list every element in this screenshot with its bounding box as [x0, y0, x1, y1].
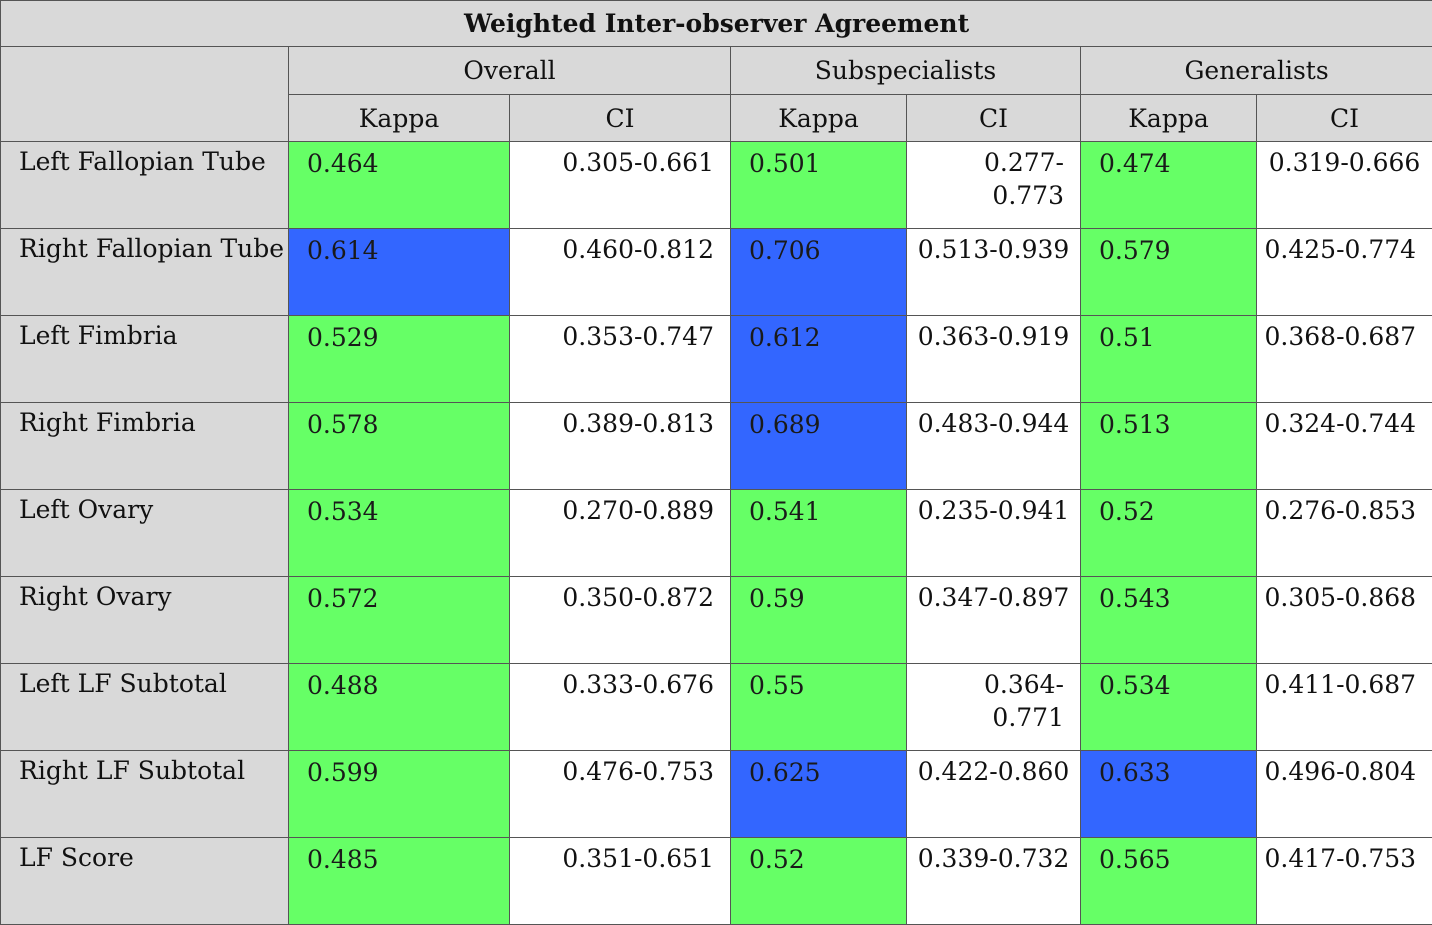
- row-label: LF Score: [1, 838, 289, 925]
- kappa-header: Kappa: [289, 95, 510, 142]
- ci-value: 0.364-0.771: [907, 664, 1081, 751]
- kappa-value: 0.51: [1081, 316, 1257, 403]
- row-label: Right Fallopian Tube: [1, 229, 289, 316]
- ci-value: 0.276-0.853: [1257, 490, 1432, 577]
- kappa-value: 0.529: [289, 316, 510, 403]
- kappa-value: 0.578: [289, 403, 510, 490]
- kappa-value: 0.543: [1081, 577, 1257, 664]
- kappa-value: 0.625: [731, 751, 907, 838]
- kappa-value: 0.599: [289, 751, 510, 838]
- ci-value: 0.235-0.941: [907, 490, 1081, 577]
- group-header-generalists: Generalists: [1081, 47, 1432, 95]
- ci-value: 0.389-0.813: [510, 403, 731, 490]
- ci-value: 0.496-0.804: [1257, 751, 1432, 838]
- ci-value: 0.270-0.889: [510, 490, 731, 577]
- kappa-value: 0.485: [289, 838, 510, 925]
- ci-value: 0.368-0.687: [1257, 316, 1432, 403]
- kappa-value: 0.689: [731, 403, 907, 490]
- row-label: Right LF Subtotal: [1, 751, 289, 838]
- table-title: Weighted Inter-observer Agreement: [1, 1, 1432, 47]
- kappa-value: 0.474: [1081, 142, 1257, 229]
- kappa-value: 0.501: [731, 142, 907, 229]
- ci-value: 0.513-0.939: [907, 229, 1081, 316]
- kappa-value: 0.534: [1081, 664, 1257, 751]
- ci-value: 0.324-0.744: [1257, 403, 1432, 490]
- ci-header: CI: [907, 95, 1081, 142]
- kappa-header: Kappa: [1081, 95, 1257, 142]
- group-header-subspecialists: Subspecialists: [731, 47, 1081, 95]
- ci-value: 0.319-0.666: [1257, 142, 1432, 229]
- ci-value: 0.305-0.661: [510, 142, 731, 229]
- kappa-value: 0.572: [289, 577, 510, 664]
- ci-value: 0.333-0.676: [510, 664, 731, 751]
- ci-value: 0.417-0.753: [1257, 838, 1432, 925]
- row-label: Left LF Subtotal: [1, 664, 289, 751]
- kappa-value: 0.59: [731, 577, 907, 664]
- kappa-value: 0.488: [289, 664, 510, 751]
- ci-value: 0.460-0.812: [510, 229, 731, 316]
- group-header-overall: Overall: [289, 47, 731, 95]
- row-label: Left Ovary: [1, 490, 289, 577]
- ci-value: 0.353-0.747: [510, 316, 731, 403]
- ci-value: 0.305-0.868: [1257, 577, 1432, 664]
- kappa-value: 0.565: [1081, 838, 1257, 925]
- row-label: Left Fallopian Tube: [1, 142, 289, 229]
- ci-value: 0.347-0.897: [907, 577, 1081, 664]
- ci-value: 0.422-0.860: [907, 751, 1081, 838]
- ci-value: 0.476-0.753: [510, 751, 731, 838]
- ci-value: 0.363-0.919: [907, 316, 1081, 403]
- kappa-value: 0.52: [731, 838, 907, 925]
- kappa-value: 0.612: [731, 316, 907, 403]
- kappa-value: 0.614: [289, 229, 510, 316]
- kappa-value: 0.534: [289, 490, 510, 577]
- ci-header: CI: [510, 95, 731, 142]
- row-label: Right Ovary: [1, 577, 289, 664]
- corner-cell: [1, 47, 289, 142]
- kappa-value: 0.706: [731, 229, 907, 316]
- ci-value: 0.425-0.774: [1257, 229, 1432, 316]
- kappa-value: 0.541: [731, 490, 907, 577]
- row-label: Right Fimbria: [1, 403, 289, 490]
- kappa-value: 0.55: [731, 664, 907, 751]
- kappa-value: 0.513: [1081, 403, 1257, 490]
- kappa-header: Kappa: [731, 95, 907, 142]
- ci-value: 0.350-0.872: [510, 577, 731, 664]
- row-label: Left Fimbria: [1, 316, 289, 403]
- ci-value: 0.351-0.651: [510, 838, 731, 925]
- kappa-value: 0.52: [1081, 490, 1257, 577]
- ci-value: 0.339-0.732: [907, 838, 1081, 925]
- kappa-value: 0.633: [1081, 751, 1257, 838]
- ci-header: CI: [1257, 95, 1432, 142]
- ci-value: 0.411-0.687: [1257, 664, 1432, 751]
- ci-value: 0.483-0.944: [907, 403, 1081, 490]
- kappa-value: 0.579: [1081, 229, 1257, 316]
- kappa-value: 0.464: [289, 142, 510, 229]
- ci-value: 0.277-0.773: [907, 142, 1081, 229]
